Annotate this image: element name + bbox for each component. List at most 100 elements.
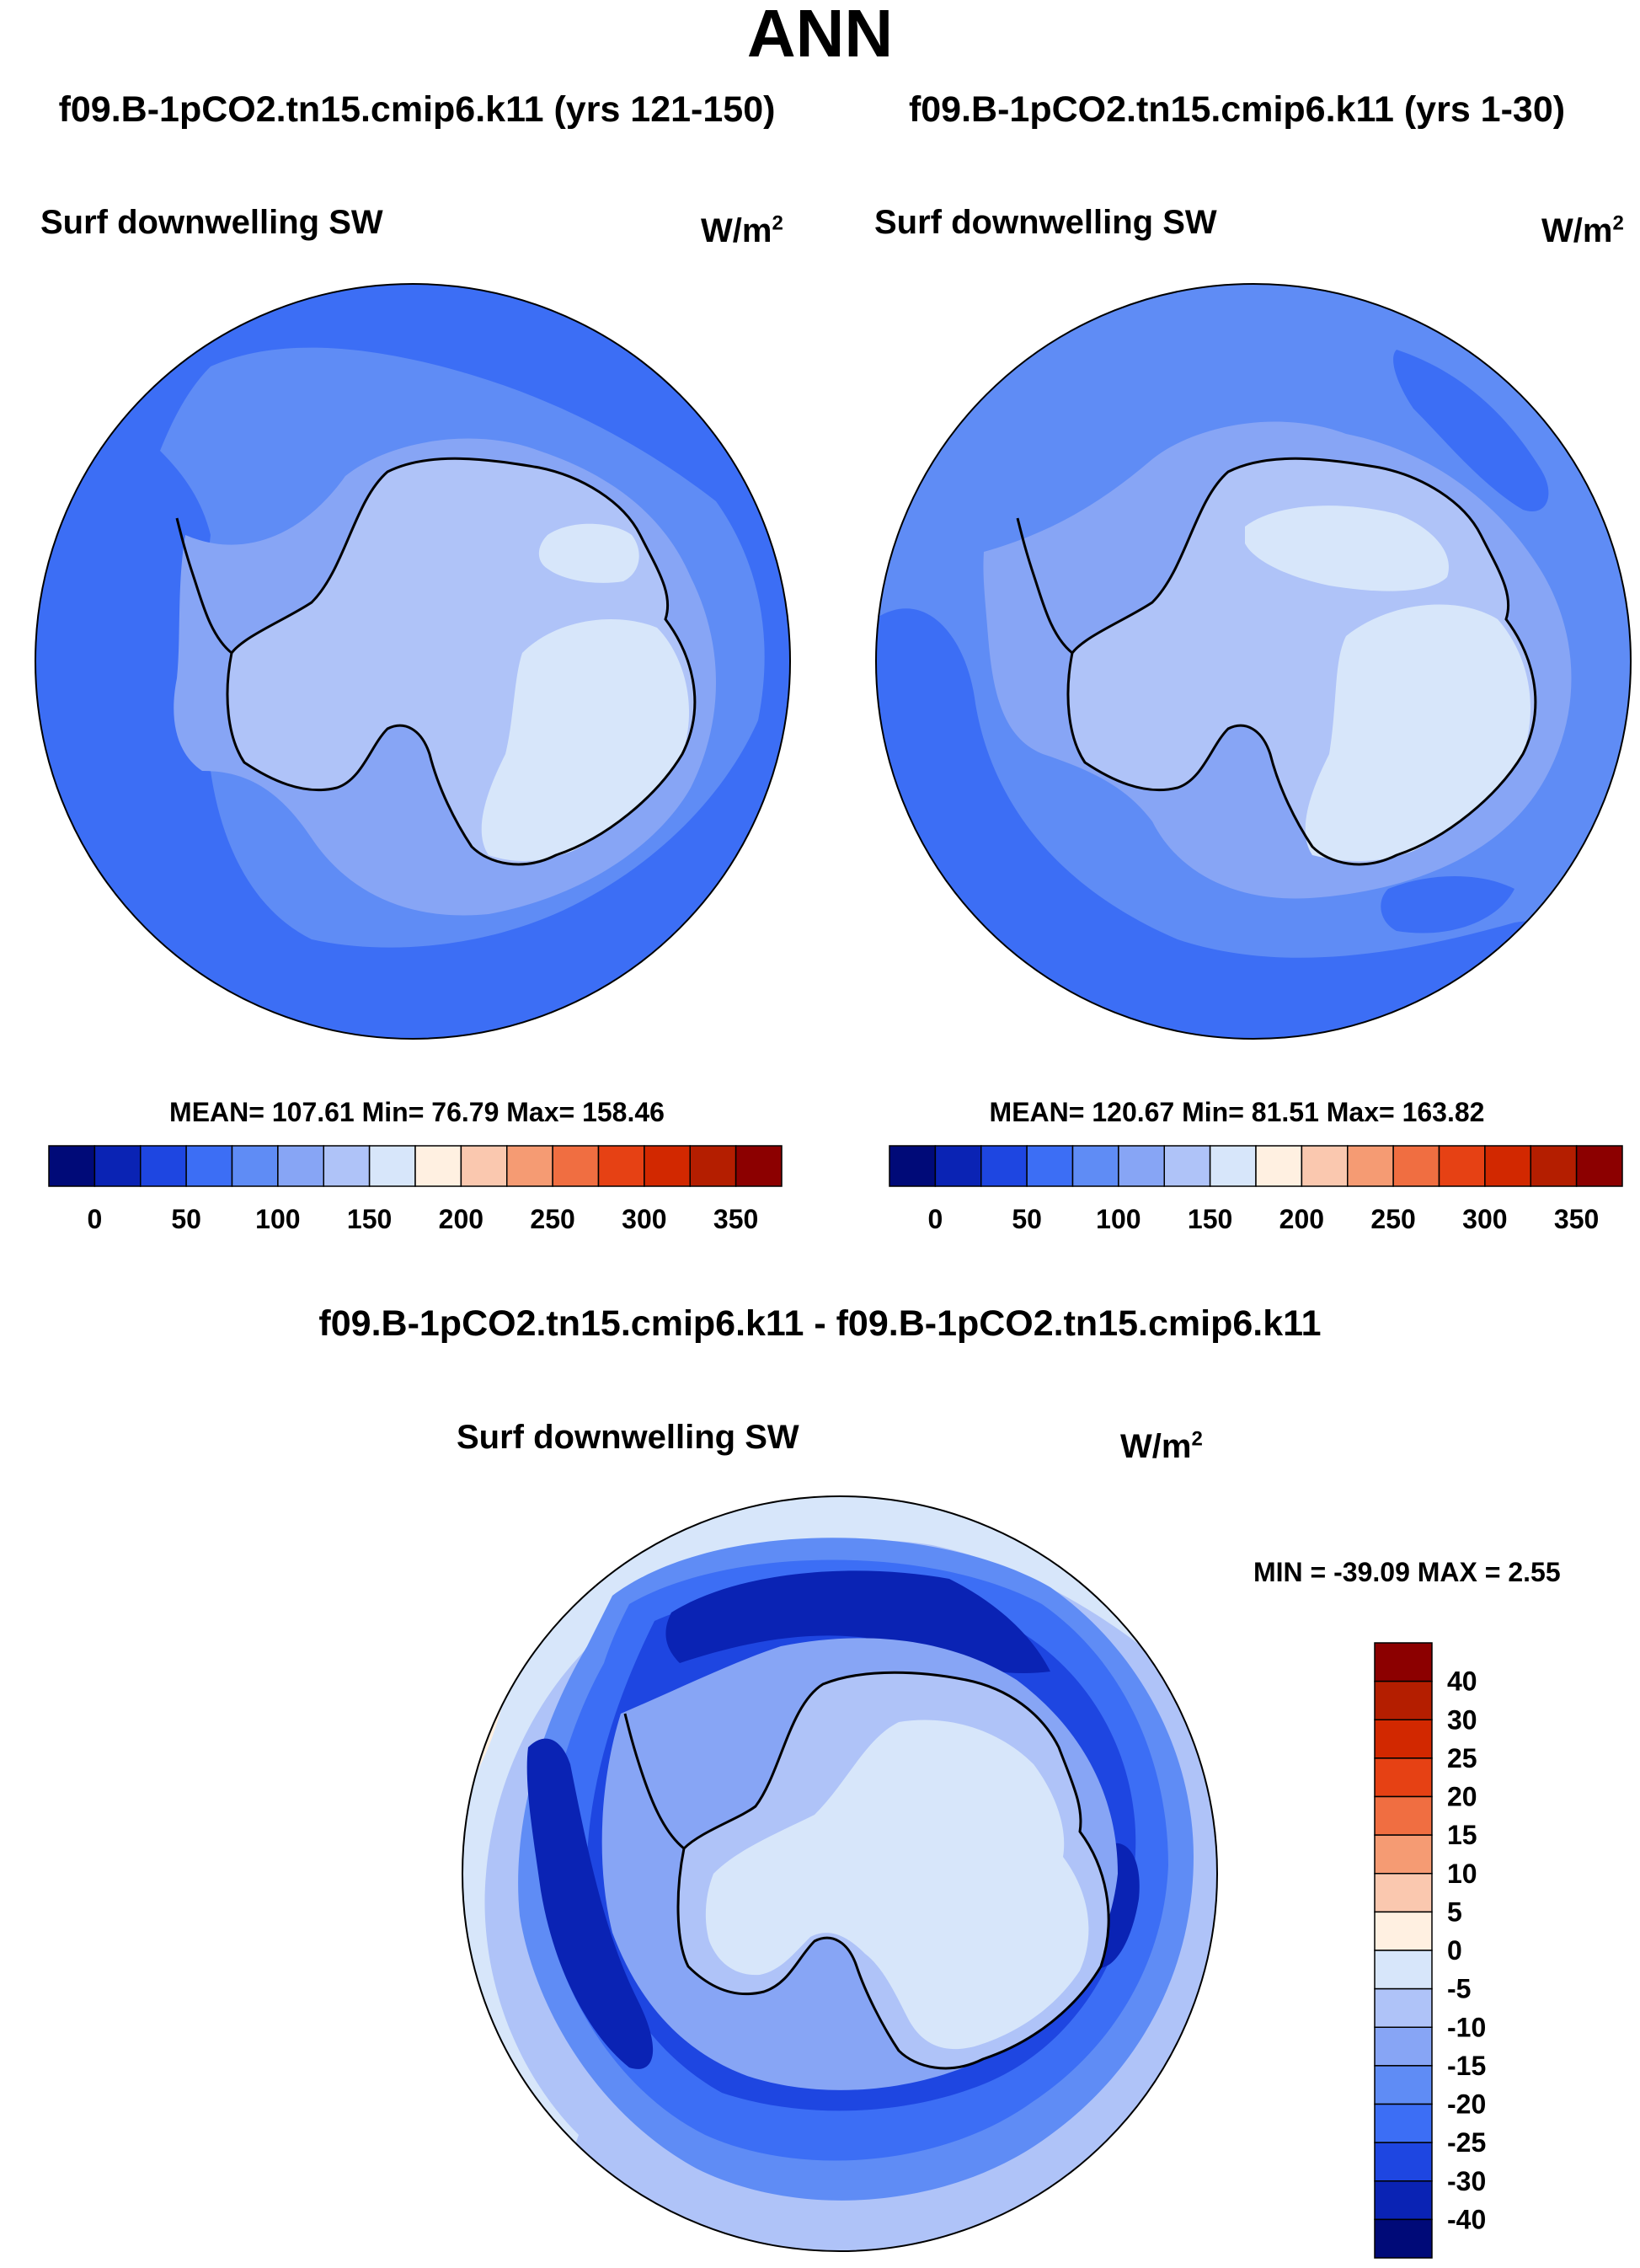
colorbar-swatch (1374, 2218, 1433, 2259)
colorbar-swatch (506, 1145, 553, 1187)
diff-map-interior-light (705, 1720, 1089, 2050)
colorbar-swatch (323, 1145, 371, 1187)
colorbar-swatch (1530, 1145, 1578, 1187)
colorbar-swatch (1118, 1145, 1165, 1187)
right-map-northeast-band (1393, 350, 1549, 511)
colorbar-swatch (1575, 1145, 1623, 1187)
colorbar-swatch (1484, 1145, 1531, 1187)
colorbar-swatch (1374, 1987, 1433, 2028)
left-map-coastline (226, 457, 697, 866)
colorbar-tick-label: 0 (1447, 1935, 1462, 1966)
colorbar-swatch (735, 1145, 783, 1187)
right-map-south-band (1381, 876, 1514, 933)
colorbar-swatch (277, 1145, 324, 1187)
colorbar-swatch (48, 1145, 96, 1187)
colorbar-swatch (889, 1145, 937, 1187)
colorbar-swatch (368, 1145, 416, 1187)
colorbar-tick-label: 15 (1447, 1820, 1477, 1850)
left-map (35, 283, 791, 1040)
colorbar-swatch (460, 1145, 508, 1187)
colorbar-swatch (1392, 1145, 1440, 1187)
diff-map-west-core (526, 1738, 654, 2069)
right-panel-case-title: f09.B-1pCO2.tn15.cmip6.k11 (yrs 1-30) (908, 89, 1566, 130)
colorbar-tick-label: 300 (1462, 1204, 1507, 1234)
colorbar-swatch (1438, 1145, 1486, 1187)
right-map-coastline (1066, 457, 1537, 866)
left-map-peninsula (175, 517, 232, 655)
colorbar-swatch (1301, 1145, 1349, 1187)
colorbar-tick-label: 0 (87, 1204, 102, 1234)
colorbar-swatch (934, 1145, 982, 1187)
colorbar-swatch (552, 1145, 600, 1187)
colorbar-swatch (1374, 1795, 1433, 1836)
colorbar-tick-label: 100 (255, 1204, 300, 1234)
colorbar-swatch (1374, 1680, 1433, 1720)
colorbar-tick-label: 0 (927, 1204, 943, 1234)
left-panel-stats: MEAN= 107.61 Min= 76.79 Max= 158.46 (169, 1097, 665, 1127)
right-map-plateau-east (1305, 604, 1530, 861)
colorbar-tick-label: 10 (1447, 1859, 1477, 1889)
left-panel-variable: Surf downwelling SW (40, 204, 383, 241)
colorbar-swatch (1374, 2180, 1433, 2221)
colorbar-swatch (1026, 1145, 1074, 1187)
colorbar-swatch (597, 1145, 645, 1187)
colorbar-tick-label: 30 (1447, 1704, 1477, 1735)
colorbar-swatch (1374, 2103, 1433, 2143)
colorbar-swatch (1374, 1757, 1433, 1798)
right-map-peninsula (1016, 517, 1073, 655)
colorbar-tick-label: -5 (1447, 1974, 1471, 2004)
colorbar-swatch (1071, 1145, 1119, 1187)
colorbar-swatch (1255, 1145, 1303, 1187)
colorbar-tick-label: 250 (1370, 1204, 1415, 1234)
diff-map-border (462, 1495, 1218, 2252)
right-colorbar: 0 50 100 150 200 250 300 350 (889, 1145, 1623, 1234)
colorbar-swatch (1374, 1642, 1433, 1682)
colorbar-swatch (414, 1145, 462, 1187)
diff-map-peninsula (623, 1713, 685, 1850)
diff-colorbar: 40 30 25 20 15 10 5 0 -5 -10 -15 -20 -25 -30 -40 (1374, 1642, 1486, 2259)
right-map-border (875, 283, 1632, 1040)
colorbar-swatch (1374, 1834, 1433, 1875)
right-map-plateau-north (1245, 505, 1449, 591)
colorbar-swatch (1374, 1911, 1433, 1951)
colorbar-swatch (231, 1145, 279, 1187)
colorbar-swatch (1374, 1950, 1433, 1990)
colorbar-swatch (1374, 2026, 1433, 2067)
colorbar-swatch (1374, 2065, 1433, 2105)
left-map-border (35, 283, 791, 1040)
colorbar-swatch (980, 1145, 1028, 1187)
left-map-plateau-north (538, 523, 639, 583)
colorbar-swatch (644, 1145, 691, 1187)
colorbar-tick-label: 350 (1554, 1204, 1599, 1234)
diff-panel-case-title: f09.B-1pCO2.tn15.cmip6.k11 - f09.B-1pCO2… (318, 1303, 1322, 1344)
colorbar-swatch (1374, 1873, 1433, 1913)
colorbar-swatch (140, 1145, 187, 1187)
right-map-west-band (876, 608, 1631, 1039)
colorbar-tick-label: 20 (1447, 1782, 1477, 1812)
diff-panel-variable: Surf downwelling SW (457, 1419, 799, 1456)
colorbar-tick-label: -25 (1447, 2127, 1486, 2158)
colorbar-tick-label: 50 (171, 1204, 201, 1234)
diff-map (462, 1495, 1218, 2252)
colorbar-swatch (185, 1145, 233, 1187)
colorbar-tick-label: 200 (439, 1204, 483, 1234)
colorbar-tick-label: 25 (1447, 1743, 1477, 1773)
colorbar-swatch (1374, 2142, 1433, 2182)
diff-map-coastline (676, 1671, 1110, 2070)
colorbar-tick-label: 150 (1188, 1204, 1232, 1234)
diff-panel-units: W/m2 (1120, 1427, 1203, 1465)
colorbar-tick-label: -10 (1447, 2012, 1486, 2042)
left-map-plateau-east (481, 619, 690, 861)
colorbar-tick-label: 100 (1096, 1204, 1141, 1234)
colorbar-swatch (93, 1145, 142, 1187)
diff-map-north-core (665, 1570, 1050, 1673)
left-panel-units: W/m2 (701, 211, 783, 249)
colorbar-tick-label: -15 (1447, 2051, 1486, 2081)
right-map (875, 283, 1632, 1040)
colorbar-tick-label: 300 (622, 1204, 666, 1234)
right-panel-variable: Surf downwelling SW (874, 204, 1217, 241)
colorbar-swatch (689, 1145, 737, 1187)
left-colorbar: 0 50 100 150 200 250 300 350 (48, 1145, 783, 1234)
diff-panel-stats: MIN = -39.09 MAX = 2.55 (1253, 1557, 1561, 1587)
colorbar-swatch (1209, 1145, 1257, 1187)
